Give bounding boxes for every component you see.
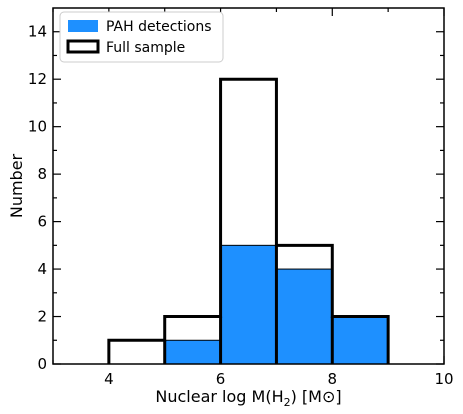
pah-bar bbox=[275, 268, 333, 365]
axis-ticks bbox=[52, 8, 445, 365]
plot-frame bbox=[52, 7, 445, 365]
legend-swatch-pah bbox=[68, 20, 98, 32]
tick-labels: 4 6 8 10 0 2 4 6 8 10 12 14 bbox=[28, 23, 454, 388]
x-tick-label: 6 bbox=[216, 370, 226, 388]
pah-bar bbox=[220, 244, 277, 365]
legend-label-pah: PAH detections bbox=[106, 19, 212, 35]
x-axis-label-subscript: 2 bbox=[284, 396, 291, 409]
x-axis-label-tail: ) [M⊙] bbox=[291, 387, 342, 406]
y-tick-label: 12 bbox=[28, 70, 47, 88]
pah-bar bbox=[331, 316, 389, 365]
x-axis-label-main: Nuclear log M(H bbox=[155, 387, 283, 406]
x-tick-label: 10 bbox=[434, 370, 453, 388]
x-axis-label: Nuclear log M(H2) [M⊙] bbox=[155, 387, 341, 409]
y-tick-label: 2 bbox=[37, 308, 47, 326]
legend-swatch-full bbox=[66, 39, 100, 54]
y-tick-label: 8 bbox=[37, 165, 47, 183]
y-tick-label: 0 bbox=[37, 355, 47, 373]
y-tick-label: 14 bbox=[28, 23, 47, 41]
y-tick-label: 6 bbox=[37, 213, 47, 231]
y-tick-label: 10 bbox=[28, 118, 47, 136]
pah-bars bbox=[164, 244, 389, 365]
legend-label-full: Full sample bbox=[106, 40, 185, 56]
x-tick-label: 8 bbox=[328, 370, 338, 388]
legend: PAH detections Full sample bbox=[59, 11, 224, 63]
full-sample-step-line bbox=[107, 77, 390, 364]
legend-box bbox=[59, 11, 224, 63]
x-tick-label: 4 bbox=[104, 370, 114, 388]
pah-bar bbox=[164, 339, 222, 365]
y-axis-label: Number bbox=[7, 153, 26, 218]
y-tick-label: 4 bbox=[37, 260, 47, 278]
